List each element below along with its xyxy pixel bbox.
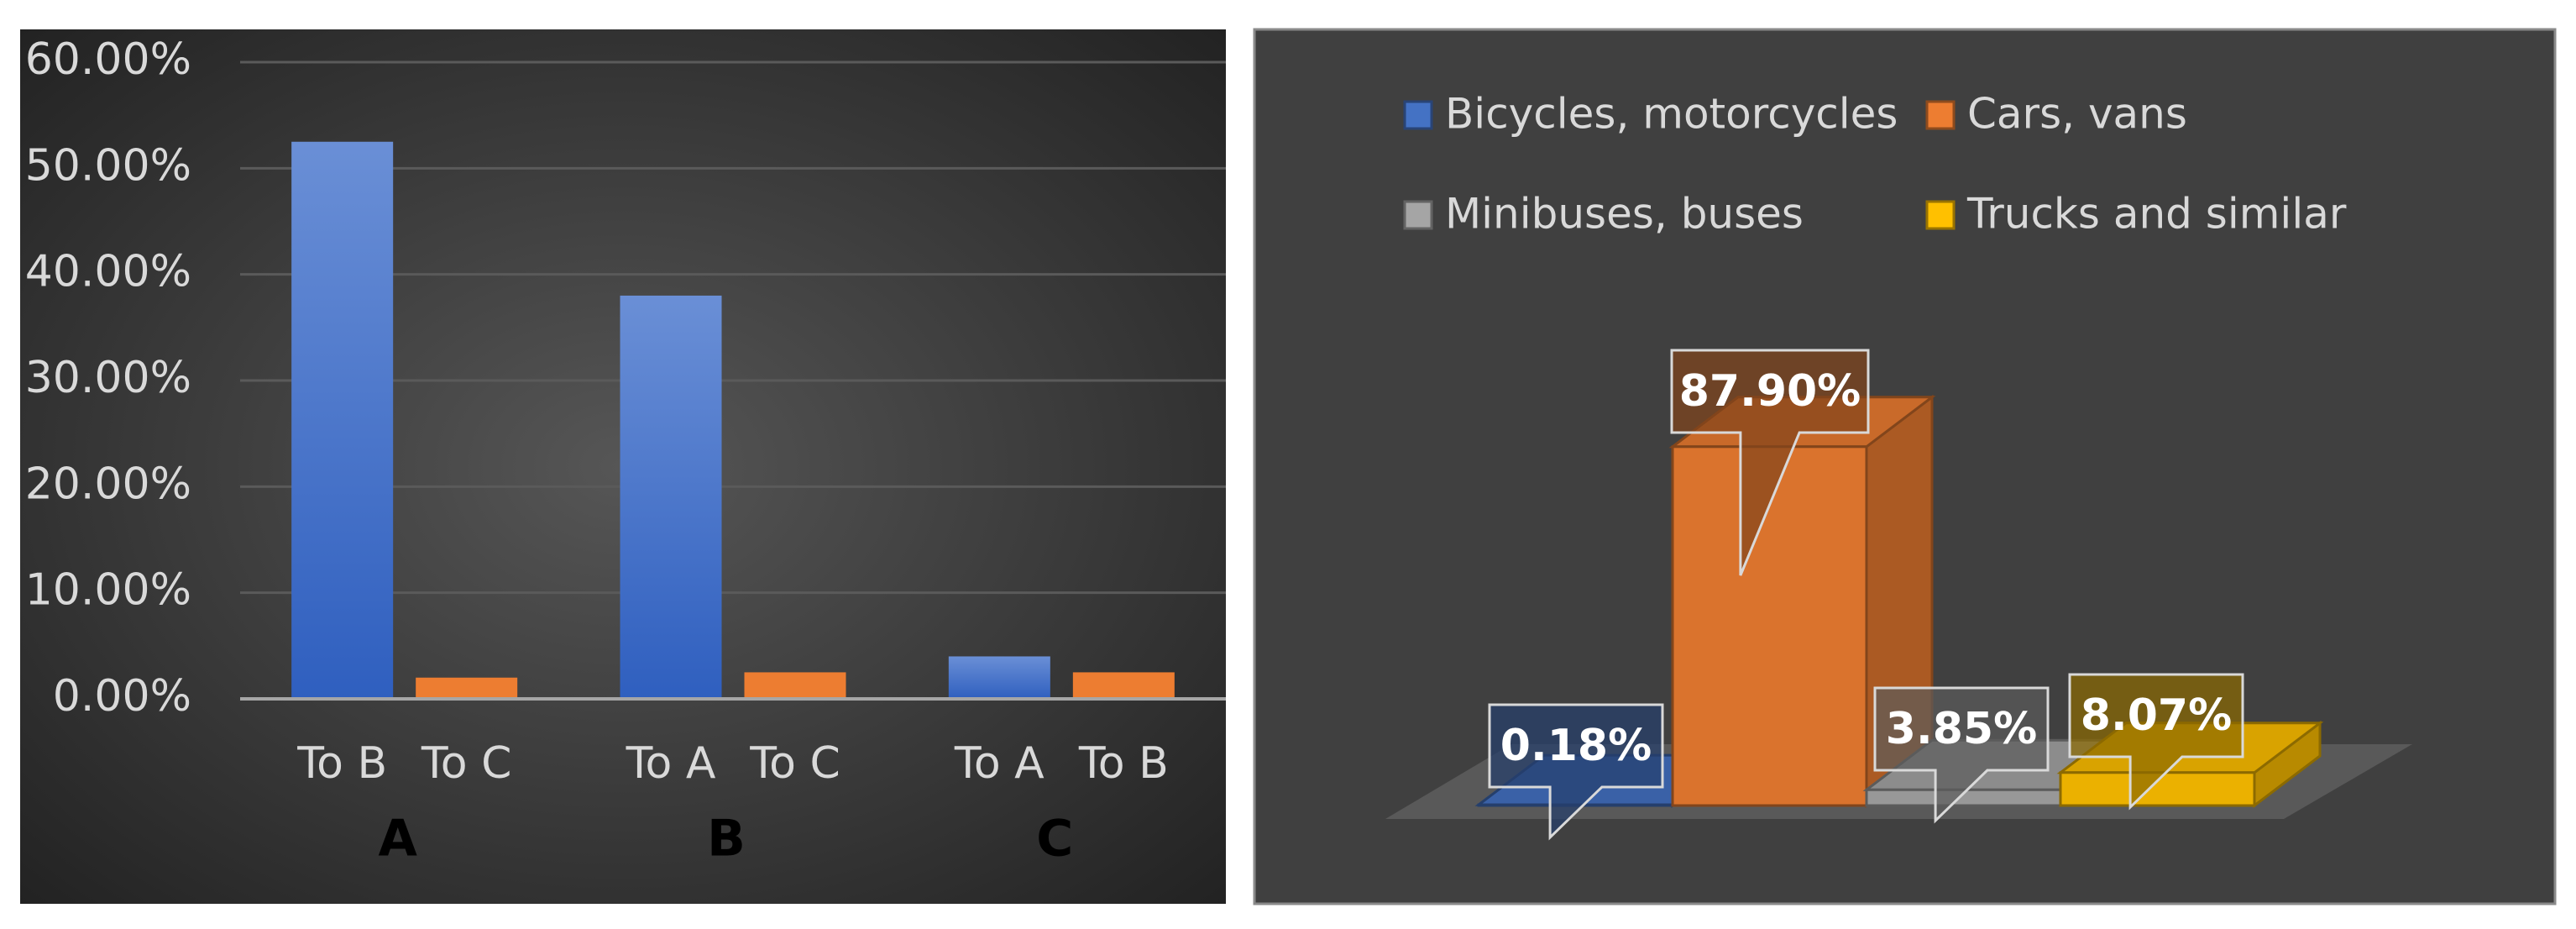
- data-label: 3.85%: [1886, 704, 2037, 754]
- right-chart: Bicycles, motorcycles Cars, vans Minibuses…: [1385, 90, 2412, 841]
- y-tick-label: 20.00%: [25, 459, 191, 509]
- x-tick-label: To B: [296, 738, 387, 789]
- bar: [744, 672, 846, 699]
- legend-label: Bicycles, motorcycles: [1445, 90, 1898, 139]
- y-tick-label: 40.00%: [25, 247, 191, 297]
- label-callout: [2068, 673, 2244, 811]
- x-tick-label: To C: [421, 738, 512, 789]
- group-label: C: [1036, 810, 1073, 869]
- left-chart: 0.00% 10.00% 20.00% 30.00% 40.00% 50.00% 60.00…: [25, 34, 1226, 869]
- bar: [416, 677, 518, 699]
- y-tick-label: 0.00%: [53, 671, 191, 722]
- bar: [1072, 672, 1175, 699]
- legend-label: Minibuses, buses: [1445, 190, 1804, 239]
- x-tick-label: To A: [954, 738, 1045, 789]
- label-callout: [1670, 349, 1870, 576]
- legend-label: Trucks and similar: [1966, 190, 2347, 239]
- y-tick-label: 60.00%: [25, 34, 191, 85]
- bar: [948, 656, 1050, 699]
- legend-swatch: [1925, 200, 1956, 230]
- group-label: B: [707, 810, 746, 869]
- bar: [291, 141, 394, 699]
- y-tick-label: 50.00%: [25, 140, 191, 191]
- label-callout: [1488, 703, 1664, 841]
- legend-label: Cars, vans: [1967, 90, 2187, 139]
- y-tick-label: 30.00%: [25, 353, 191, 403]
- bar: [620, 295, 722, 699]
- data-label: 87.90%: [1679, 366, 1861, 417]
- y-tick-label: 10.00%: [25, 565, 191, 616]
- x-tick-label: To C: [749, 738, 840, 789]
- x-tick-label: To A: [626, 738, 716, 789]
- label-callout: [1873, 686, 2050, 824]
- x-tick-label: To B: [1078, 738, 1169, 789]
- data-label: 8.07%: [2081, 690, 2232, 741]
- legend-swatch: [1925, 100, 1956, 130]
- group-label: A: [378, 810, 417, 869]
- data-label: 0.18%: [1500, 721, 1652, 771]
- legend-swatch: [1403, 100, 1433, 130]
- legend-swatch: [1403, 200, 1433, 230]
